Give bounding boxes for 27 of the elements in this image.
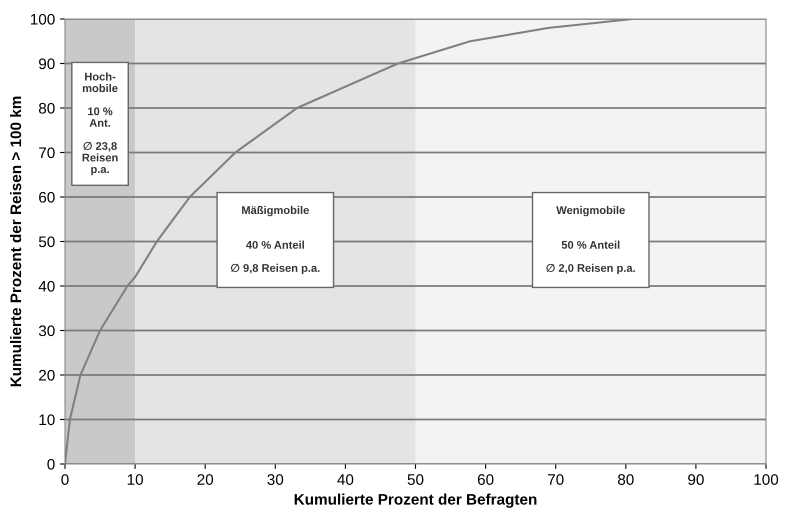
x-tick-label: 60 <box>478 474 494 485</box>
x-axis-title: Kumulierte Prozent der Befragten <box>294 494 536 508</box>
y-tick-label: 90 <box>39 58 55 70</box>
x-tick-label: 10 <box>128 474 143 485</box>
x-tick-label: 40 <box>337 474 354 485</box>
x-tick-label: 70 <box>548 474 564 485</box>
x-tick-label: 80 <box>618 474 634 485</box>
y-tick-label: 0 <box>47 458 55 470</box>
y-tick-label: 10 <box>39 414 55 426</box>
y-tick-label: 100 <box>30 14 55 25</box>
y-tick-label: 60 <box>39 192 55 203</box>
y-tick-label: 30 <box>38 325 55 336</box>
y-tick-label: 80 <box>38 102 55 114</box>
y-tick-label: 50 <box>38 236 55 248</box>
text: Hoch- mobile 10 % Ant. ∅ 23,8 Reisen p.a. <box>82 72 118 176</box>
x-tick-label: 0 <box>61 474 69 485</box>
x-tick-label: 30 <box>267 474 284 485</box>
y-tick-label: 20 <box>39 370 55 381</box>
x-tick-label: 50 <box>408 474 424 485</box>
y-tick-label: 40 <box>38 280 55 292</box>
text: Wenigmobile 50 % Anteil ∅ 2,0 Reisen p.a. <box>546 206 635 274</box>
y-axis-title: Kumulierte Prozent der Reisen > 100 km <box>10 96 22 386</box>
x-tick-label: 90 <box>688 474 704 485</box>
x-tick-label: 20 <box>197 474 214 485</box>
text: Mäßigmobile 40 % Anteil ∅ 9,8 Reisen p.a. <box>230 206 320 274</box>
y-tick-label: 70 <box>39 147 55 158</box>
x-tick-label: 100 <box>754 474 778 485</box>
